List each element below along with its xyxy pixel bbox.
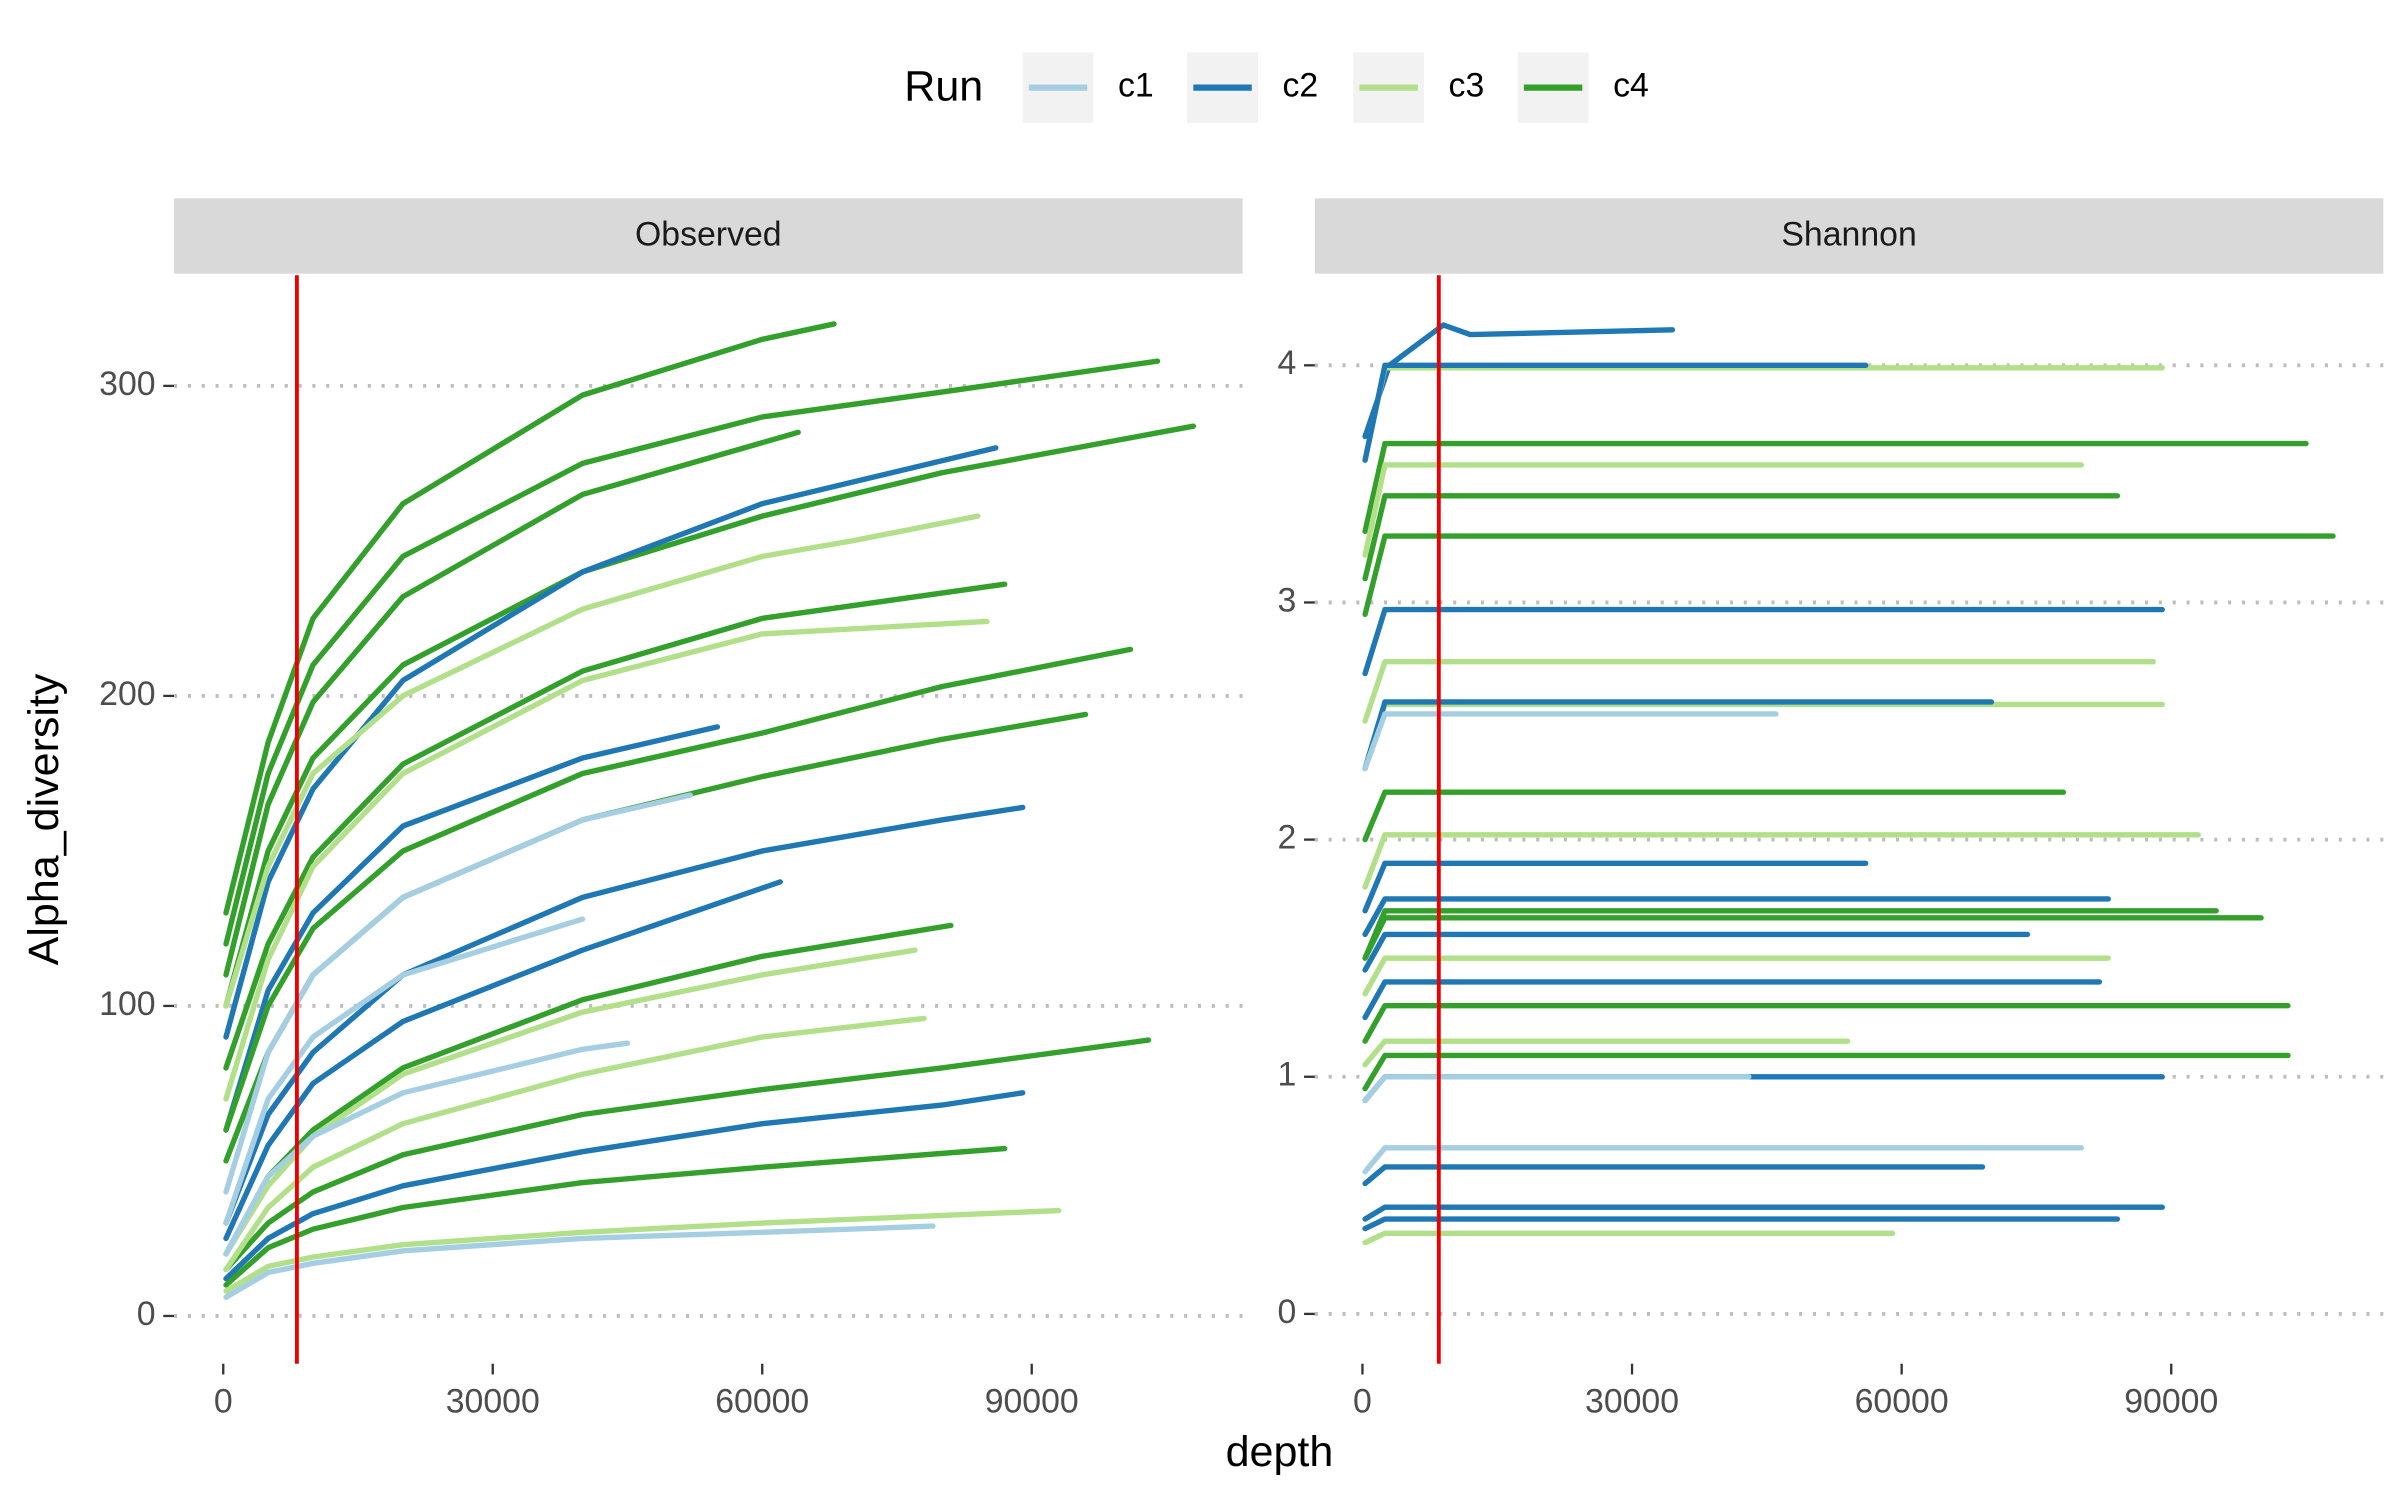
rarefaction-curve (223, 1040, 631, 1257)
x-tick-label: 60000 (715, 1383, 809, 1421)
rarefaction-curve (1362, 711, 1779, 772)
x-tick-label: 0 (214, 1383, 233, 1421)
strip (1314, 198, 2384, 274)
rarefaction-curve (1362, 533, 2336, 618)
rarefaction-curve (223, 513, 981, 1009)
x-tick-label: 90000 (2124, 1383, 2218, 1421)
rarefaction-curve (223, 423, 1197, 1009)
rarefaction-curve (223, 618, 990, 1102)
x-tick-label: 90000 (985, 1383, 1079, 1421)
legend-title: Run (904, 63, 983, 111)
legend-label: c2 (1283, 67, 1319, 105)
rarefaction-curve (1362, 606, 2165, 677)
rarefaction-curve (223, 1015, 927, 1273)
rarefaction-curve (223, 429, 801, 978)
rarefaction-curve (223, 1223, 936, 1300)
y-tick-label: 0 (137, 1295, 156, 1333)
rarefaction-curve (1362, 462, 2085, 558)
x-tick-label: 30000 (446, 1383, 540, 1421)
rarefaction-curve (223, 581, 1008, 1071)
rarefaction-curve (223, 358, 1161, 947)
rarefaction-curve (223, 1145, 1008, 1288)
rarefaction-curve (1362, 931, 2031, 973)
rarefaction-curve (223, 1037, 1152, 1273)
y-tick-label: 1 (1278, 1056, 1297, 1094)
rarefaction-curve (1362, 1038, 1851, 1068)
legend-label: c4 (1613, 67, 1649, 105)
rarefaction-curve (1362, 832, 2201, 890)
y-tick-label: 300 (99, 365, 155, 403)
rarefaction-curve (1362, 1052, 2291, 1092)
x-tick-label: 60000 (1855, 1383, 1949, 1421)
rarefaction-curve (223, 792, 693, 1195)
rarefaction-curve (223, 1207, 1062, 1294)
x-tick-label: 0 (1353, 1383, 1372, 1421)
y-tick-label: 2 (1278, 819, 1297, 857)
x-tick-label: 30000 (1585, 1383, 1679, 1421)
panel-title: Observed (635, 216, 782, 254)
y-tick-label: 4 (1278, 344, 1297, 382)
rarefaction-curve (223, 445, 999, 1040)
rarefaction-curve (223, 1090, 1026, 1282)
y-tick-label: 0 (1278, 1293, 1297, 1331)
rarefaction-curve (1362, 955, 2111, 997)
y-axis-label: Alpha_diversity (20, 673, 68, 965)
rarefaction-curve (223, 804, 1026, 1226)
panel-title: Shannon (1781, 216, 1916, 254)
rarefaction-curve (1362, 860, 1869, 914)
strip (174, 198, 1243, 274)
x-axis-label: depth (1226, 1428, 1334, 1476)
rarefaction-curve (1362, 1216, 2121, 1232)
y-tick-label: 200 (99, 675, 155, 713)
legend-label: c1 (1118, 67, 1154, 105)
rarefaction-curve (1362, 1204, 2165, 1222)
rarefaction-curve (1362, 1074, 1752, 1104)
rarefaction-curve (223, 947, 918, 1257)
rarefaction-curve (1362, 1145, 2085, 1175)
rarefaction-curve (1362, 1230, 1896, 1246)
rarefaction-curve (1362, 659, 2157, 724)
rarefaction-curve (223, 724, 721, 1133)
rarefaction-curve (1362, 1164, 1986, 1187)
rarefaction-curve (223, 879, 783, 1242)
rarefaction-curve (1362, 440, 2309, 535)
rarefaction-curve (1362, 979, 2103, 1021)
rarefaction-curve (1362, 896, 2111, 938)
y-tick-label: 3 (1278, 581, 1297, 619)
rarefaction-curve (1362, 908, 2219, 961)
rarefaction-curve (223, 916, 586, 1226)
rarefaction-curve (223, 646, 1134, 1133)
legend-label: c3 (1449, 67, 1485, 105)
rarefaction-curve (1362, 789, 2067, 843)
rarefaction-curve (1362, 362, 1869, 463)
rarefaction-curve (223, 321, 837, 916)
rarefaction-curve (1362, 1002, 2291, 1044)
rarefaction-curve (1362, 493, 2121, 582)
y-tick-label: 100 (99, 985, 155, 1023)
